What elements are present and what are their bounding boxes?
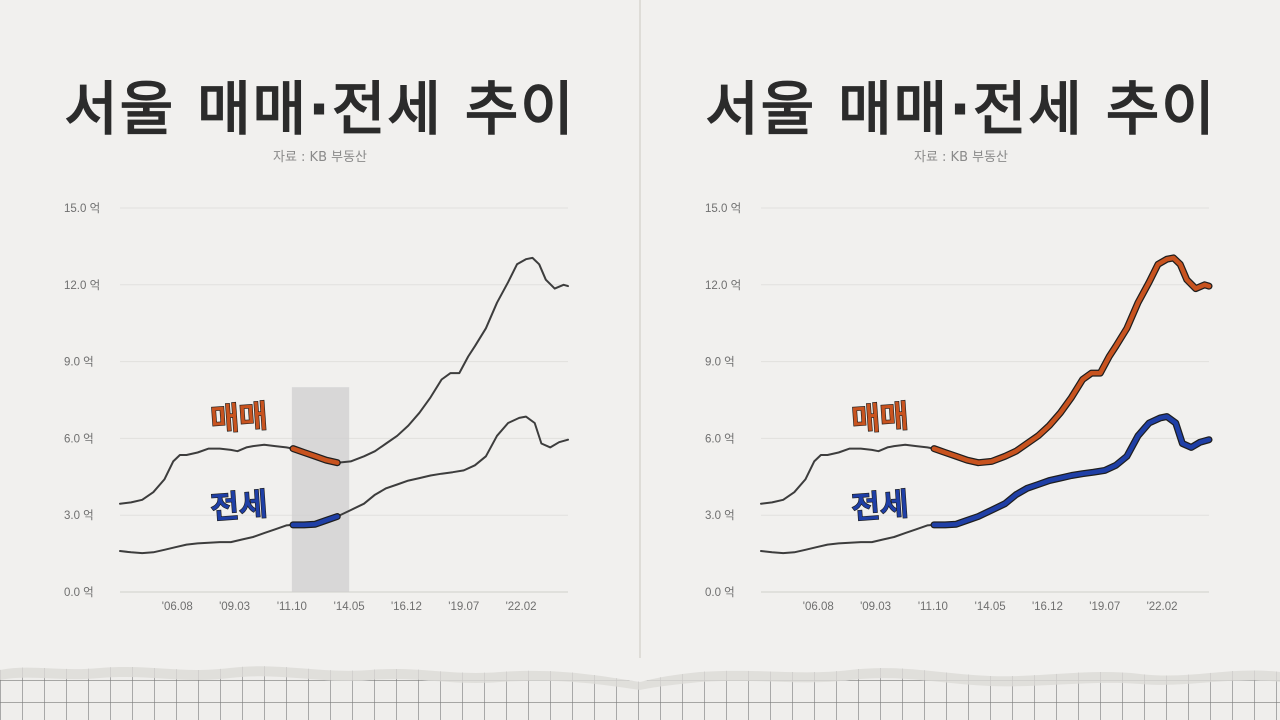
torn-paper-graph-background [0,658,1280,720]
x-tick-label: '09.03 [219,601,250,613]
y-tick-label: 0.0 억 [705,586,735,599]
series-line-jeonse [760,415,1210,555]
highlight-segment-sale [290,446,340,465]
y-tick-label: 6.0 억 [64,432,94,445]
highlight-segment-outline [930,413,1213,529]
line-chart-right: 15.0 억 12.0 억 9.0 억 6.0 억 3.0 억 0.0 억 '06.08 '0… [705,202,1213,613]
chart-source: 자료 : KB 부동산 [913,150,1009,165]
x-tick-label: '16.12 [391,601,422,613]
chart-title: 서울 매매·전세 추이 [705,75,1217,143]
y-tick-label: 12.0 억 [705,279,741,292]
x-tick-label: '22.02 [506,601,537,613]
y-tick-label: 9.0 억 [64,356,94,369]
y-tick-label: 3.0 억 [705,509,735,522]
x-tick-label: '09.03 [860,601,891,613]
y-tick-label: 0.0 억 [64,586,94,599]
series-label-sale: 매매 [850,399,909,439]
chart-source: 자료 : KB 부동산 [272,150,368,165]
series-label-jeonse: 전세 [209,487,268,527]
line-chart-left: 15.0 억 12.0 억 9.0 억 6.0 억 3.0 억 0.0 억 '06.08 '0… [64,202,569,613]
series-line-jeonse [119,415,569,555]
chart-panel-right: 서울 매매·전세 추이 자료 : KB 부동산 15.0 억 12.0 억 9.0 … [641,0,1280,720]
x-tick-label: '22.02 [1147,601,1178,613]
y-tick-label: 9.0 억 [705,356,735,369]
x-tick-label: '11.10 [918,601,948,613]
x-tick-label: '14.05 [334,601,365,613]
highlight-segment-sale [931,255,1212,465]
series-line-sale [119,256,569,505]
x-tick-label: '19.07 [1089,601,1120,613]
chart-panel-left: 서울 매매·전세 추이 자료 : KB 부동산 15.0 억 12.0 억 9.0 … [64,75,576,613]
x-tick-label: '06.08 [162,601,193,613]
y-tick-label: 6.0 억 [705,432,735,445]
series-label-sale: 매매 [209,399,268,439]
x-tick-label: '19.07 [448,601,479,613]
panel-divider [639,0,641,720]
highlight-segment-jeonse [931,414,1212,528]
y-tick-label: 3.0 억 [64,509,94,522]
series-label-jeonse: 전세 [850,487,909,527]
x-tick-label: '11.10 [277,601,307,613]
x-tick-label: '06.08 [803,601,834,613]
y-tick-label: 15.0 억 [64,202,100,215]
chart-title: 서울 매매·전세 추이 [64,75,576,143]
highlight-segment-outline [930,254,1213,467]
x-tick-label: '14.05 [975,601,1006,613]
x-tick-label: '16.12 [1032,601,1063,613]
y-tick-label: 12.0 억 [64,279,100,292]
highlight-segment-jeonse [290,514,340,528]
y-tick-label: 15.0 억 [705,202,741,215]
highlight-period [291,387,350,592]
